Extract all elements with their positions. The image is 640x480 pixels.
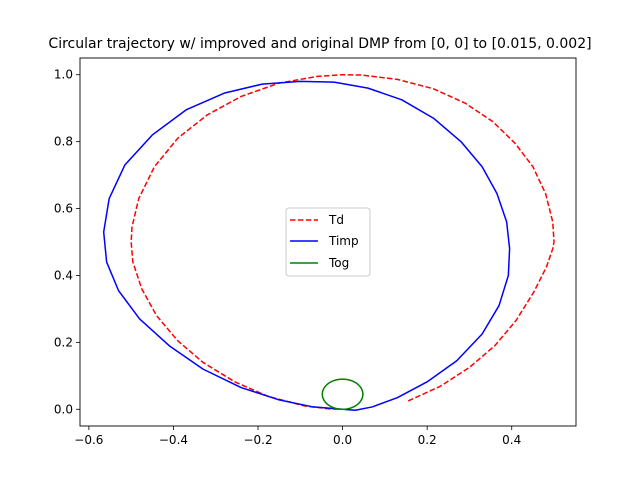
plot-lines — [102, 73, 555, 412]
x-tick-label: 0.4 — [502, 433, 521, 447]
series-line-tog — [321, 378, 364, 411]
series-line-timp — [102, 80, 511, 412]
y-tick-label: 0.2 — [54, 335, 73, 349]
x-tick-label: 0.2 — [418, 433, 437, 447]
x-tick-label: 0.0 — [333, 433, 352, 447]
legend: Td Timp Tog — [285, 207, 371, 277]
x-tick-label: −0.2 — [243, 433, 272, 447]
series-line-td — [130, 73, 555, 411]
legend-label-tog: Tog — [328, 256, 349, 270]
y-tick-label: 1.0 — [54, 68, 73, 82]
y-tick-label: 0.8 — [54, 135, 73, 149]
legend-label-timp: Timp — [328, 234, 359, 248]
chart-title: Circular trajectory w/ improved and orig… — [48, 36, 591, 52]
y-tick-label: 0.6 — [54, 202, 73, 216]
x-tick-label: −0.4 — [159, 433, 188, 447]
legend-box — [285, 207, 371, 277]
legend-label-td: Td — [328, 213, 344, 227]
x-axis: −0.6 −0.4 −0.2 0.0 0.2 0.4 — [74, 426, 521, 447]
axes-frame — [79, 57, 577, 427]
x-tick-label: −0.6 — [74, 433, 103, 447]
y-axis: 0.0 0.2 0.4 0.6 0.8 1.0 — [54, 68, 80, 416]
y-tick-label: 0.0 — [54, 402, 73, 416]
y-tick-label: 0.4 — [54, 268, 73, 282]
